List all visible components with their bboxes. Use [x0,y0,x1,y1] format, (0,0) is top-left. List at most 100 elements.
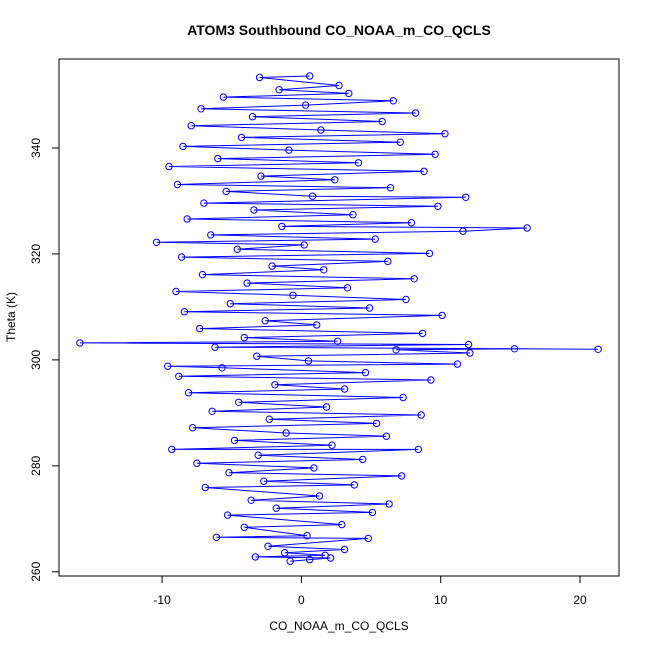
y-tick-label: 280 [29,455,43,475]
data-point [350,481,358,489]
data-point [172,287,180,296]
data-point [208,407,216,415]
data-point [196,324,204,333]
data-point [193,459,201,467]
series-group [76,72,602,565]
data-point [510,345,519,353]
data-point [264,542,272,550]
data-point [441,130,449,138]
x-tick-label: 0 [298,593,305,607]
data-point [382,432,391,440]
data-point [384,257,392,266]
data-point [218,364,226,372]
data-point [392,346,400,354]
data-point [248,113,257,121]
data-point [281,549,289,557]
data-point [315,492,324,500]
data-point [200,199,208,207]
data-point [261,317,269,325]
data-point [345,89,353,98]
data-point [310,464,318,472]
data-point [321,551,329,559]
data-point [164,362,172,370]
data-point [225,469,233,477]
data-point [371,235,379,243]
data-point [338,520,346,529]
data-point [282,429,290,437]
data-point [396,138,404,146]
data-point [402,295,410,304]
data-point [255,73,264,82]
data-point [317,126,325,134]
data-point [152,238,161,247]
data-point [179,142,187,151]
data-point [250,206,258,214]
data-point [198,270,207,279]
data-point [335,81,343,90]
data-point [184,389,193,397]
data-point [265,415,273,423]
data-point [340,545,349,554]
data-point [386,184,395,192]
data-point [418,329,427,338]
x-axis-title: CO_NOAA_m_CO_QCLS [269,619,408,633]
data-point [175,372,183,380]
data-point [434,202,442,211]
data-point [431,150,439,159]
data-point [364,534,372,543]
data-point [207,231,215,239]
data-point [320,266,328,274]
data-point [278,222,286,231]
data-point [414,445,423,454]
data-point [359,455,367,464]
data-point [212,533,221,541]
data-point [254,451,262,459]
data-point [235,398,243,406]
data-point [275,86,283,94]
data-point [333,337,342,345]
data-point [411,109,420,117]
data-point [285,146,293,154]
data-point [313,321,321,329]
data-point [301,101,310,109]
data-point [180,308,189,316]
data-point [365,304,374,312]
y-tick-label: 300 [29,350,43,370]
data-point [389,97,397,105]
data-point [340,385,349,393]
data-point [230,436,239,445]
data-point [438,311,446,320]
data-point [286,557,294,565]
data-point [243,279,251,287]
x-tick-label: 20 [573,593,587,607]
data-point [462,193,470,202]
data-point [523,224,531,232]
data-point [328,441,336,449]
data-point [410,275,418,283]
data-point [361,368,370,377]
data-point [385,500,393,508]
data-point [354,159,363,167]
series-line [79,75,599,562]
data-point [223,511,232,519]
data-point [211,343,219,351]
data-point [219,93,228,101]
data-point [214,154,222,163]
y-tick-label: 340 [29,138,43,158]
data-point [331,176,339,184]
data-point [272,504,280,512]
data-point [237,133,246,142]
data-point [226,300,235,308]
data-point [304,357,313,365]
data-point [322,403,331,411]
data-point [306,555,314,564]
data-point [222,187,230,196]
data-point [464,340,473,349]
data-point [165,162,173,171]
data-point [268,262,276,270]
data-point [427,376,435,384]
chart-title: ATOM3 Southbound CO_NOAA_m_CO_QCLS [187,22,491,38]
data-point [349,211,357,219]
data-point [173,180,182,189]
